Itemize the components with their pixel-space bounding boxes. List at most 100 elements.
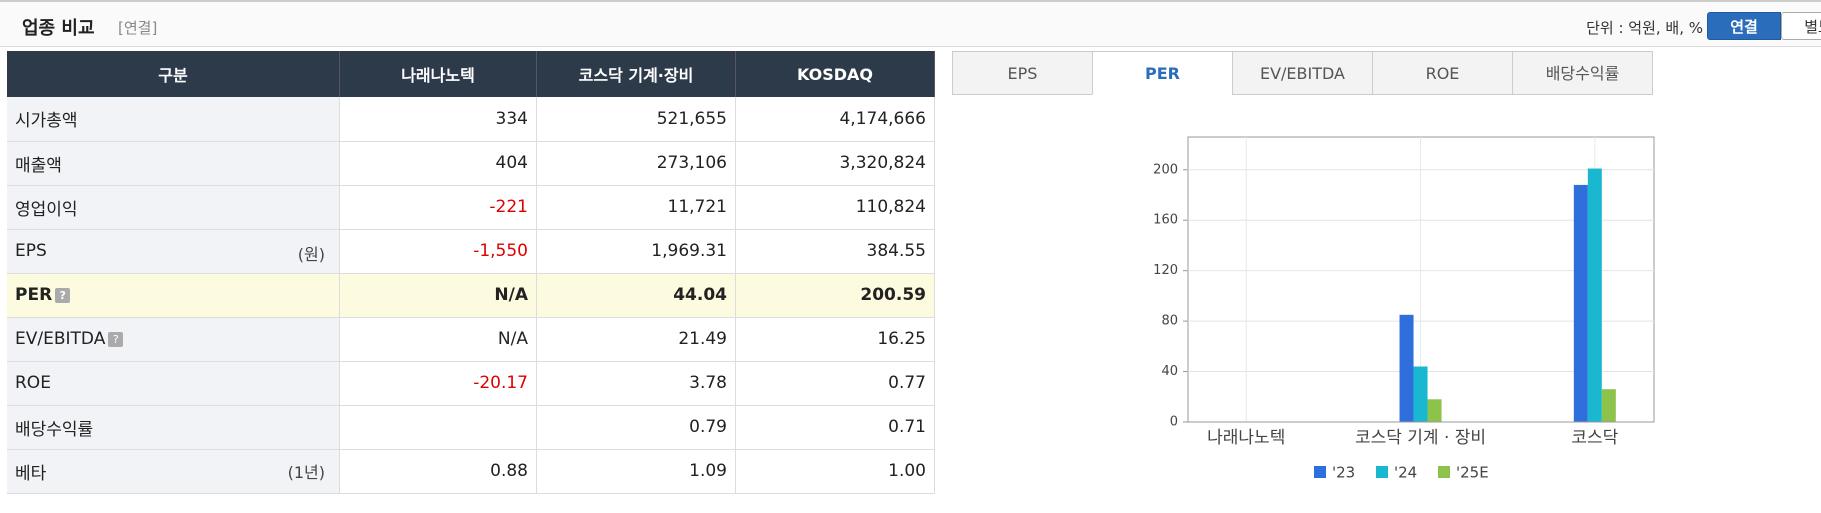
metric-tab[interactable]: ROE: [1372, 51, 1513, 95]
value-cell: 1.00: [735, 449, 935, 494]
value-cell: N/A: [339, 273, 537, 318]
cell-value: 0.71: [888, 417, 926, 437]
y-tick-label: 200: [1153, 162, 1178, 177]
legend-label: '23: [1332, 464, 1355, 482]
value-cell: 0.79: [536, 405, 736, 450]
bar: [1427, 399, 1442, 422]
cell-value: 4,174,666: [839, 108, 926, 129]
header-row: 구분 나래나노텍 코스닥 기계·장비 KOSDAQ: [7, 51, 935, 97]
legend-label: '25E: [1456, 464, 1489, 482]
row-label-cell: 영업이익: [7, 185, 340, 230]
cell-value: 0.79: [689, 417, 727, 437]
value-cell: 16.25: [735, 317, 935, 362]
cell-value: 0.77: [888, 373, 926, 393]
unit-toggle[interactable]: 연결: [1707, 12, 1781, 40]
metric-tab[interactable]: 배당수익률: [1512, 51, 1653, 95]
value-cell: 44.04: [536, 273, 736, 318]
row-label: 배당수익률: [15, 419, 94, 440]
cell-value: N/A: [494, 285, 528, 305]
help-icon[interactable]: ?: [55, 287, 71, 303]
cell-value: 3.78: [689, 373, 727, 393]
tab-bar: EPS PER EV/EBITDA ROE 배당수익률: [952, 51, 1653, 95]
value-cell: 404: [339, 141, 537, 186]
bar: [1587, 168, 1602, 422]
table-row: PER? N/A 44.04 200.59: [7, 273, 935, 318]
row-label: EPS: [15, 241, 47, 261]
section-title: 업종 비교: [22, 18, 95, 39]
table-row: 매출액 404 273,106 3,320,824: [7, 141, 935, 186]
value-cell: 4,174,666: [735, 97, 935, 142]
header: 업종 비교 [연결] 단위 : 억원, 배, % 연결별도: [0, 0, 1821, 47]
value-cell: 0.71: [735, 405, 935, 450]
value-cell: [339, 405, 537, 450]
cell-value: 1.09: [689, 461, 727, 481]
row-label-cell: ROE: [7, 361, 340, 406]
table-row: 시가총액 334 521,655 4,174,666: [7, 97, 935, 142]
row-label: 영업이익: [15, 199, 78, 220]
row-label-cell: EPS (원): [7, 229, 340, 274]
column-header: KOSDAQ: [735, 51, 935, 97]
value-cell: -20.17: [339, 361, 537, 406]
value-cell: -221: [339, 185, 537, 230]
cell-value: 3,320,824: [839, 153, 926, 173]
row-label-cell: 매출액: [7, 141, 340, 186]
metric-tab[interactable]: EPS: [952, 51, 1093, 95]
cell-value: N/A: [497, 329, 528, 349]
cell-value: 21.49: [678, 329, 727, 349]
value-cell: 110,824: [735, 185, 935, 230]
unit-toggle[interactable]: 별도: [1781, 12, 1821, 40]
legend-swatch: [1376, 466, 1388, 478]
cell-value: 110,824: [855, 197, 926, 217]
metric-tab[interactable]: PER: [1092, 51, 1233, 95]
cell-value: -1,550: [473, 241, 528, 261]
table-row: 영업이익 -221 11,721 110,824: [7, 185, 935, 230]
value-cell: 334: [339, 97, 537, 142]
y-tick-label: 0: [1170, 415, 1178, 430]
table-row: ROE -20.17 3.78 0.77: [7, 361, 935, 406]
cell-value: 44.04: [673, 285, 727, 305]
y-tick-label: 80: [1161, 314, 1178, 329]
value-cell: 3,320,824: [735, 141, 935, 186]
cell-value: 1.00: [888, 461, 926, 481]
column-header: 코스닥 기계·장비: [536, 51, 736, 97]
y-tick-label: 160: [1153, 213, 1178, 228]
value-cell: 21.49: [536, 317, 736, 362]
value-cell: 521,655: [536, 97, 736, 142]
value-cell: 273,106: [536, 141, 736, 186]
cell-value: 0.88: [490, 461, 528, 481]
column-header: 나래나노텍: [339, 51, 537, 97]
value-cell: N/A: [339, 317, 537, 362]
value-cell: 3.78: [536, 361, 736, 406]
row-label-cell: 배당수익률: [7, 405, 340, 450]
table-row: EPS (원) -1,550 1,969.31 384.55: [7, 229, 935, 274]
cell-value: 273,106: [656, 153, 727, 173]
x-tick-label: 나래나노텍: [1207, 428, 1285, 448]
table-row: EV/EBITDA? N/A 21.49 16.25: [7, 317, 935, 362]
value-cell: 11,721: [536, 185, 736, 230]
y-tick-label: 120: [1153, 263, 1178, 278]
legend-label: '24: [1394, 464, 1417, 482]
metric-tab[interactable]: EV/EBITDA: [1232, 51, 1373, 95]
cell-value: -20.17: [473, 373, 528, 393]
help-icon[interactable]: ?: [108, 331, 124, 347]
table-row: 배당수익률 0.79 0.71: [7, 405, 935, 450]
x-tick-label: 코스닥 기계 · 장비: [1355, 428, 1486, 448]
legend-swatch: [1314, 466, 1326, 478]
row-label: 매출액: [15, 155, 62, 176]
x-tick-label: 코스닥: [1571, 428, 1618, 448]
cell-value: 521,655: [656, 108, 727, 129]
row-label: PER: [15, 285, 53, 305]
row-unit: (1년): [287, 462, 325, 482]
cell-value: 404: [495, 153, 528, 173]
row-label: EV/EBITDA: [15, 329, 106, 349]
value-cell: 0.88: [339, 449, 537, 494]
cell-value: 16.25: [877, 329, 926, 349]
column-header: 구분: [7, 51, 340, 97]
cell-value: 11,721: [667, 197, 727, 217]
cell-value: -221: [489, 197, 528, 217]
y-tick-label: 40: [1161, 364, 1178, 379]
plot-area: [1187, 136, 1655, 423]
row-label: ROE: [15, 373, 51, 393]
value-cell: -1,550: [339, 229, 537, 274]
bar: [1413, 366, 1428, 422]
